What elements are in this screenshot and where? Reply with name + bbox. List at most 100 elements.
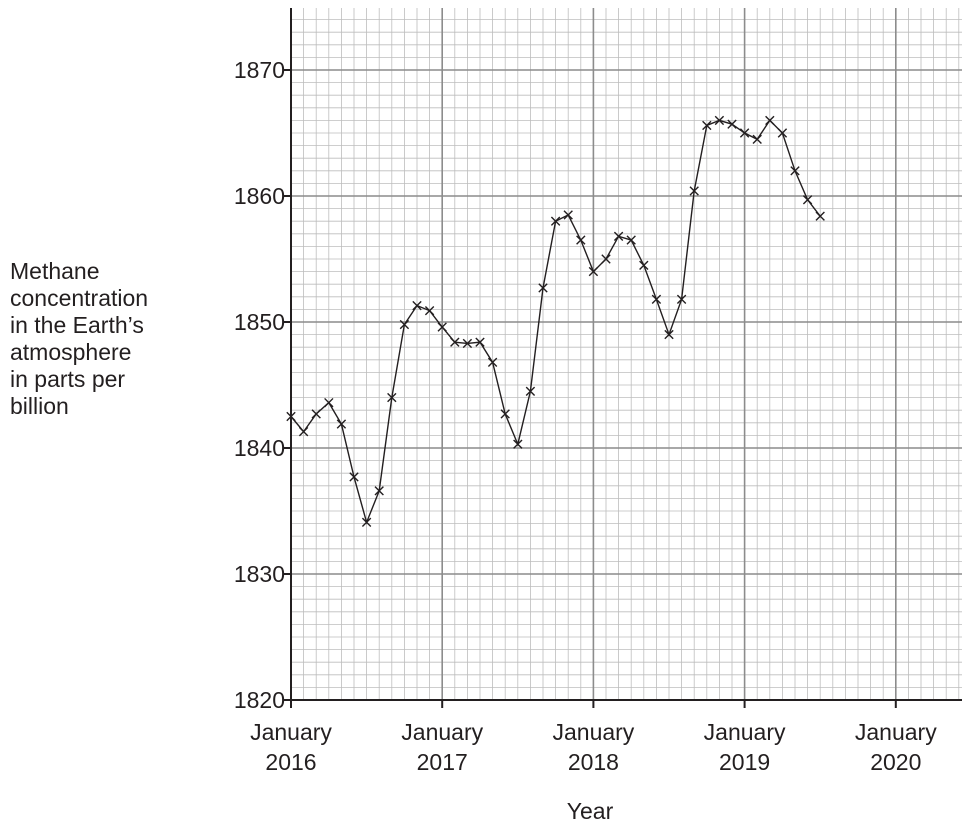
data-point	[324, 397, 334, 408]
data-point-stroke	[714, 115, 725, 126]
data-series	[286, 115, 825, 528]
data-point	[450, 337, 460, 347]
data-point-stroke	[500, 409, 510, 419]
data-point-stroke	[399, 319, 410, 330]
data-point	[563, 210, 573, 220]
data-point-stroke	[424, 305, 435, 316]
data-point	[815, 211, 825, 221]
data-point	[727, 119, 737, 129]
data-point-stroke	[651, 294, 662, 305]
data-point-stroke	[790, 166, 800, 176]
data-point	[525, 386, 536, 396]
data-point-stroke	[525, 386, 536, 396]
data-point	[777, 128, 788, 138]
data-point	[349, 472, 359, 482]
data-point-stroke	[664, 329, 674, 340]
data-point-stroke	[702, 120, 712, 131]
data-point	[626, 235, 636, 245]
data-point	[462, 338, 473, 349]
data-point	[374, 486, 384, 496]
data-point-stroke	[538, 283, 548, 293]
y-tick-labels: 1820 1830 1840 1850 1860 1870	[234, 57, 285, 713]
data-point-stroke	[588, 266, 599, 277]
x-tick-label-month: January	[250, 719, 332, 745]
data-point	[336, 419, 347, 429]
data-point	[500, 409, 510, 419]
x-tick-label-year: 2020	[870, 749, 921, 775]
data-point-stroke	[286, 411, 296, 422]
data-point	[361, 517, 372, 528]
data-point-stroke	[412, 300, 422, 311]
data-point	[702, 120, 712, 131]
y-tick-label: 1860	[234, 183, 285, 209]
data-point-stroke	[676, 294, 687, 305]
data-point	[739, 128, 750, 138]
x-tick-label-year: 2019	[719, 749, 770, 775]
data-point-stroke	[550, 216, 561, 226]
data-point-stroke	[361, 517, 372, 528]
data-point	[601, 254, 611, 264]
data-point-stroke	[475, 337, 485, 347]
x-tick-label-year: 2017	[417, 749, 468, 775]
data-point-stroke	[311, 409, 321, 419]
x-axis-label: Year	[566, 798, 614, 824]
data-point-stroke	[626, 235, 636, 245]
data-point-stroke	[727, 119, 737, 129]
data-point-stroke	[324, 397, 334, 408]
data-point-stroke	[336, 419, 347, 429]
data-point-stroke	[437, 322, 447, 332]
data-point	[424, 305, 435, 316]
x-tick-label-month: January	[704, 719, 786, 745]
data-point-stroke	[815, 211, 825, 221]
data-point-stroke	[513, 439, 523, 449]
data-point	[475, 337, 485, 347]
data-point	[550, 216, 561, 226]
x-tick-label-month: January	[552, 719, 634, 745]
y-tick-label: 1830	[234, 561, 285, 587]
data-point-stroke	[450, 337, 460, 347]
y-tick-label: 1870	[234, 57, 285, 83]
data-point-stroke	[802, 195, 813, 205]
data-point-stroke	[462, 338, 473, 349]
data-point-stroke	[387, 392, 397, 403]
data-point	[311, 409, 321, 419]
data-point	[538, 283, 548, 293]
data-point	[298, 426, 309, 437]
data-point-stroke	[639, 260, 649, 270]
y-axis-label: Methane concentration in the Earth’s atm…	[10, 258, 149, 419]
y-tick-label: 1820	[234, 687, 285, 713]
data-point	[790, 166, 800, 176]
data-point-stroke	[298, 426, 309, 437]
x-tick-label-month: January	[855, 719, 937, 745]
data-point	[576, 235, 586, 245]
data-point-stroke	[752, 134, 762, 144]
data-point	[651, 294, 662, 305]
data-point	[513, 439, 523, 449]
data-point-stroke	[613, 231, 624, 242]
data-point	[802, 195, 813, 205]
data-point-stroke	[576, 235, 586, 245]
data-point-stroke	[563, 210, 573, 220]
data-point-stroke	[374, 486, 384, 496]
data-point	[487, 357, 498, 368]
data-point	[412, 300, 422, 311]
data-point	[286, 411, 296, 422]
data-point	[689, 186, 699, 196]
axes	[283, 8, 962, 708]
x-tick-labels: January 2016 January 2017 January 2018 January…	[250, 719, 937, 775]
data-point-stroke	[777, 128, 788, 138]
data-point-stroke	[349, 472, 359, 482]
y-tick-label: 1850	[234, 309, 285, 335]
y-tick-label: 1840	[234, 435, 285, 461]
x-tick-label-year: 2016	[265, 749, 316, 775]
data-point	[676, 294, 687, 305]
data-point	[765, 115, 775, 126]
data-point-stroke	[689, 186, 699, 196]
data-point	[437, 322, 447, 332]
minor-gridlines	[291, 8, 962, 700]
data-point	[714, 115, 725, 126]
x-tick-label-month: January	[401, 719, 483, 745]
data-point-stroke	[739, 128, 750, 138]
data-point	[588, 266, 599, 277]
